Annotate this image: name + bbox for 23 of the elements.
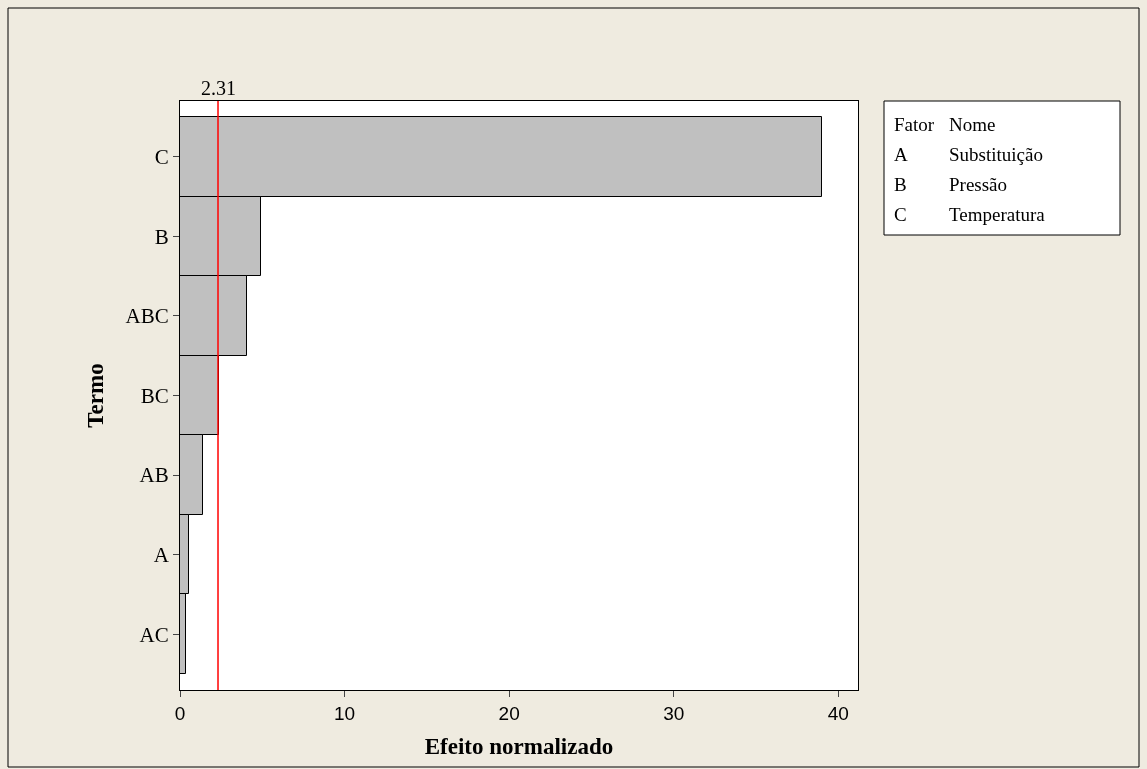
x-tick-label: 40 xyxy=(827,702,849,724)
text: Nome xyxy=(949,114,996,135)
ref-line-label: 2.31 xyxy=(201,77,236,99)
y-tick-label: A xyxy=(153,543,170,568)
text: Pressão xyxy=(949,174,1008,195)
text: C xyxy=(894,204,907,225)
y-tick-label: B xyxy=(154,224,169,249)
text: B xyxy=(894,174,907,195)
x-tick-label: 0 xyxy=(174,702,186,724)
y-tick-label: AB xyxy=(139,463,169,488)
x-tick-label: 20 xyxy=(498,702,520,724)
x-tick-label: 30 xyxy=(663,702,685,724)
text: Temperatura xyxy=(949,204,1046,225)
y-tick-label: AC xyxy=(139,622,169,647)
text: Substituição xyxy=(949,144,1043,165)
text: A xyxy=(894,144,908,165)
x-axis-title: Efeito normalizado xyxy=(424,734,614,760)
y-axis-title: Termo xyxy=(83,363,109,428)
y-tick-label: BC xyxy=(140,383,169,408)
y-tick-label: C xyxy=(154,145,169,170)
text: Fator xyxy=(894,114,935,135)
x-tick-label: 10 xyxy=(333,702,356,724)
y-tick-label: ABC xyxy=(125,304,169,329)
